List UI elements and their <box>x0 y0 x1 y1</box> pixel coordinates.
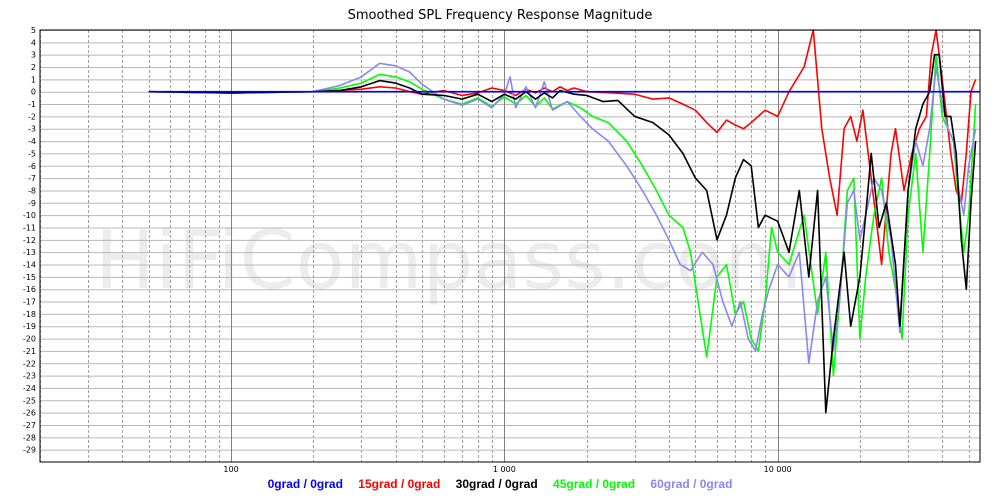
y-tick-label: 0 <box>31 88 36 97</box>
tick-layer: 5 4 3 2 1 0 -1 -2 -3 -4 -5 -6 -7 -8 -9 -10 -11 -12 -13 -14 -… <box>23 26 792 474</box>
series-layer <box>148 29 980 414</box>
y-tick-label: -9 <box>28 199 36 208</box>
legend-entry-45grad: 45grad / 0grad <box>553 477 636 491</box>
x-tick-label: 10 000 <box>764 465 792 474</box>
y-tick-label: -22 <box>23 359 36 368</box>
y-tick-label: -3 <box>28 125 36 134</box>
y-tick-label: -11 <box>23 223 36 232</box>
y-tick-label: -15 <box>23 273 36 282</box>
y-tick-label: -21 <box>23 347 36 356</box>
y-tick-label: -26 <box>23 409 36 418</box>
y-tick-label: -6 <box>28 162 36 171</box>
y-tick-label: -29 <box>23 446 36 455</box>
y-tick-label: 3 <box>31 51 36 60</box>
y-tick-label: -4 <box>28 137 36 146</box>
legend-entry-30grad: 30grad / 0grad <box>455 477 538 491</box>
legend-entry-60grad: 60grad / 0grad <box>650 477 733 491</box>
y-tick-label: -23 <box>23 372 36 381</box>
y-tick-label: -17 <box>23 298 36 307</box>
y-tick-label: -24 <box>23 384 36 393</box>
y-tick-label: 2 <box>31 63 36 72</box>
y-tick-label: -18 <box>23 310 36 319</box>
y-tick-label: -7 <box>28 174 36 183</box>
y-tick-label: -27 <box>23 421 36 430</box>
legend-entry-0grad: 0grad / 0grad <box>267 477 343 491</box>
legend-entry-15grad: 15grad / 0grad <box>358 477 441 491</box>
y-tick-label: -20 <box>23 335 36 344</box>
y-tick-label: -25 <box>23 396 36 405</box>
legend: 0grad / 0grad 15grad / 0grad 30grad / 0g… <box>0 477 1000 491</box>
y-tick-label: 1 <box>31 75 36 84</box>
x-tick-label: 1 000 <box>493 465 516 474</box>
y-tick-label: -2 <box>28 112 36 121</box>
chart-title: Smoothed SPL Frequency Response Magnitud… <box>347 8 653 23</box>
y-tick-label: -19 <box>23 322 36 331</box>
y-tick-label: 5 <box>31 26 36 35</box>
y-tick-label: -5 <box>28 149 36 158</box>
y-tick-label: -12 <box>23 236 36 245</box>
y-tick-label: -28 <box>23 433 36 442</box>
series-line-30grad <box>148 53 977 414</box>
y-tick-label: -14 <box>23 261 36 270</box>
y-tick-label: -10 <box>23 211 36 220</box>
y-tick-label: -13 <box>23 248 36 257</box>
y-tick-label: -8 <box>28 186 36 195</box>
y-tick-label: 4 <box>31 38 36 47</box>
x-tick-label: 100 <box>223 465 238 474</box>
y-tick-label: -1 <box>28 100 36 109</box>
plot-frame <box>39 29 981 463</box>
y-tick-label: -16 <box>23 285 36 294</box>
series-line-15grad <box>148 29 977 266</box>
